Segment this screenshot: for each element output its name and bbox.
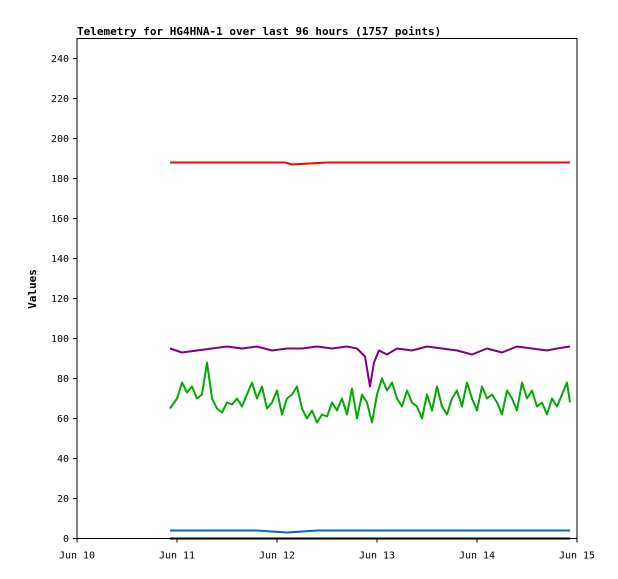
y-tick-label: 240 (51, 54, 69, 65)
x-tick-label: Jun 13 (359, 551, 395, 562)
series-line-1 (169, 345, 571, 388)
y-axis: 0 20 40 60 80 100 120 140 160 180 200 220 240 (51, 54, 77, 545)
x-tick-label: Jun 14 (459, 551, 495, 562)
y-tick-label: 140 (51, 254, 69, 265)
y-tick-label: 100 (51, 334, 69, 345)
y-tick-label: 40 (57, 454, 69, 465)
y-tick-label: 160 (51, 214, 69, 225)
y-tick-label: 20 (57, 494, 69, 505)
series-group (169, 161, 571, 540)
y-tick-label: 80 (57, 374, 69, 385)
series-line-2 (169, 361, 571, 424)
y-axis-label: Values (26, 269, 39, 309)
y-tick-label: 0 (63, 534, 69, 545)
y-tick-label: 180 (51, 174, 69, 185)
y-tick-label: 60 (57, 414, 69, 425)
x-tick-label: Jun 12 (259, 551, 295, 562)
y-tick-label: 220 (51, 94, 69, 105)
series-line-0 (170, 161, 570, 166)
y-tick-label: 200 (51, 134, 69, 145)
x-axis: Jun 10 Jun 11 Jun 12 Jun 13 Jun 14 Jun 15 (59, 538, 595, 562)
chart-title: Telemetry for HG4HNA-1 over last 96 hour… (77, 25, 441, 38)
plot-area (76, 38, 578, 539)
x-tick-label: Jun 15 (559, 551, 595, 562)
y-tick-label: 120 (51, 294, 69, 305)
x-tick-label: Jun 11 (159, 551, 195, 562)
series-line-3 (170, 529, 570, 534)
x-tick-label: Jun 10 (59, 551, 95, 562)
